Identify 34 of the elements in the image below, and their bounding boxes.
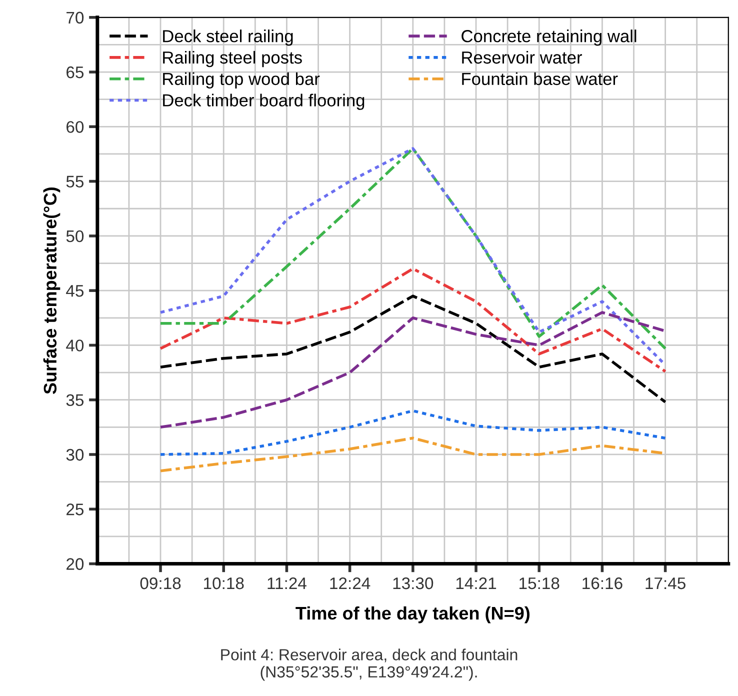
y-tick-label: 60 bbox=[66, 121, 84, 133]
legend-label: Concrete retaining wall bbox=[462, 30, 636, 46]
legend-label: Railing steel posts bbox=[163, 50, 302, 68]
y-tick-label: 65 bbox=[66, 66, 84, 78]
y-tick-label: 20 bbox=[66, 558, 84, 570]
y-tick-label: 40 bbox=[66, 340, 84, 352]
line-series bbox=[159, 311, 667, 429]
y-tick-label: 45 bbox=[66, 285, 84, 297]
x-tick-label: 14:21 bbox=[456, 577, 496, 590]
y-tick-label: 25 bbox=[66, 504, 84, 516]
x-tick-label: 12:24 bbox=[330, 577, 370, 590]
x-tick-label: 10:18 bbox=[204, 577, 244, 590]
x-tick-label: 11:24 bbox=[268, 577, 306, 590]
text: Point 4: Reservoir area, deck and fountain (N35°52'35.5", E139°49'24.2"). bbox=[221, 648, 518, 681]
legend-label: Reservoir water bbox=[462, 50, 582, 64]
y-tick-label: 35 bbox=[66, 394, 84, 406]
x-tick-label: 15:18 bbox=[520, 577, 560, 590]
x-tick-label: 13:30 bbox=[393, 577, 434, 590]
x-axis-title: Time of the day taken (N=9) bbox=[296, 606, 530, 624]
y-tick-label: 70 bbox=[66, 12, 84, 24]
line-series bbox=[159, 267, 667, 373]
legend-label: Deck steel railing bbox=[163, 30, 293, 46]
y-tick-label: 30 bbox=[66, 448, 84, 461]
line-series bbox=[159, 294, 667, 404]
legend-label: Railing top wood bar bbox=[163, 72, 320, 89]
legend-label: Deck timber board flooring bbox=[163, 94, 364, 110]
legend-label: Fountain base water bbox=[462, 72, 618, 86]
x-tick-label: 17:45 bbox=[646, 578, 686, 590]
x-tick-label: 16:16 bbox=[582, 577, 622, 590]
x-tick-label: 09:18 bbox=[140, 577, 181, 590]
y-axis-title: Surface temperature(°C) bbox=[43, 188, 60, 394]
y-tick-label: 50 bbox=[66, 230, 84, 242]
line-series bbox=[159, 409, 667, 456]
y-tick-label: 55 bbox=[66, 176, 84, 188]
